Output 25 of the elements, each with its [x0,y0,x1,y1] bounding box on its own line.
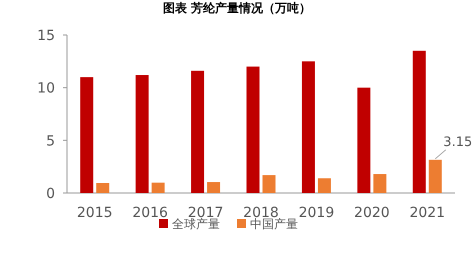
x-tick-label: 2021 [409,205,446,221]
bar [373,174,386,193]
bar [207,182,220,193]
bar [136,75,149,193]
bar [412,50,426,193]
chart-title: 图表 芳纶产量情况（万吨） [162,1,312,15]
bar [262,175,276,193]
bar [191,70,204,193]
x-tick-label: 2015 [76,205,113,221]
y-tick-label: 5 [46,133,55,150]
x-tick-label: 2016 [132,205,168,221]
bar [428,160,442,193]
bar [152,182,165,193]
y-tick-label: 15 [37,28,55,44]
x-tick-label: 2020 [354,205,390,221]
bar [302,61,315,193]
data-label: 3.15 [443,134,472,150]
bar [80,77,94,193]
y-tick-label: 0 [46,186,55,202]
bar [246,66,260,193]
bar [318,178,331,193]
bar [357,88,370,193]
bar [96,182,110,193]
y-tick-label: 10 [37,80,55,97]
x-tick-label: 2019 [298,205,334,221]
